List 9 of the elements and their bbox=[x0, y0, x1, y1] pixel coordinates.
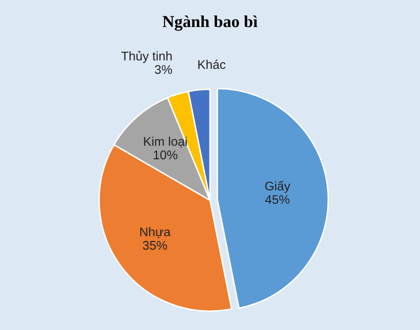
slice-label: Giấy bbox=[265, 180, 290, 193]
slice-label: Nhựa bbox=[140, 227, 171, 238]
data-label: 35% bbox=[142, 240, 167, 250]
chart-title: Ngành bao bì bbox=[162, 15, 258, 31]
data-label: 45% bbox=[265, 195, 290, 204]
slice-label: Thủy tinh bbox=[121, 50, 172, 63]
data-label: 10% bbox=[154, 150, 178, 160]
slice-label: Khác bbox=[198, 60, 226, 69]
data-label: 3% bbox=[154, 65, 172, 74]
